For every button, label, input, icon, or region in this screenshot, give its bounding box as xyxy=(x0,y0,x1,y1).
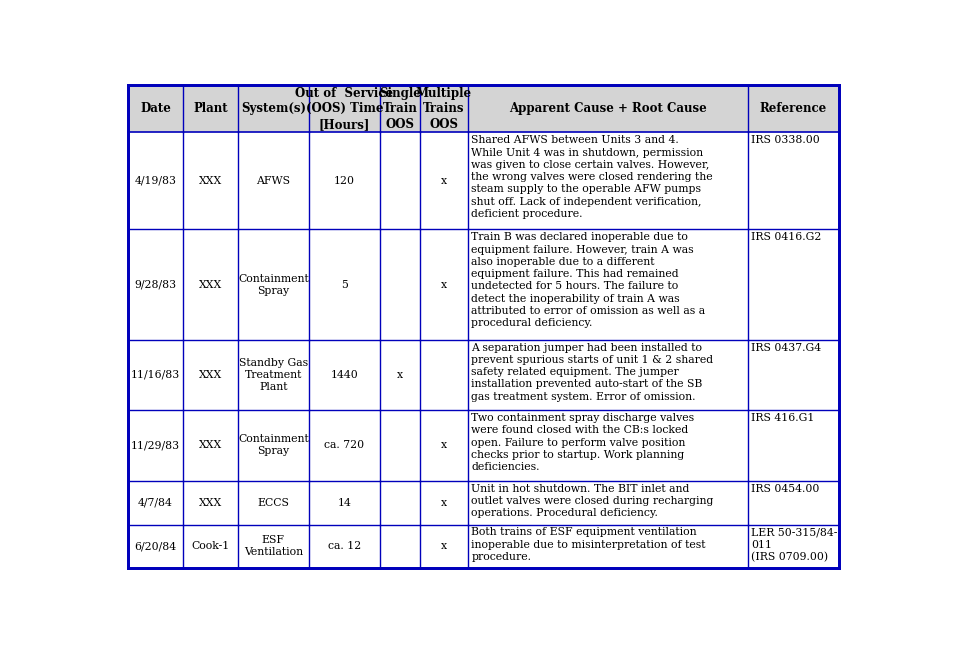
Text: x: x xyxy=(441,542,447,551)
Text: Standby Gas
Treatment
Plant: Standby Gas Treatment Plant xyxy=(239,358,307,392)
Text: 4/7/84: 4/7/84 xyxy=(138,498,173,508)
Text: Both trains of ESF equipment ventilation
inoperable due to misinterpretation of : Both trains of ESF equipment ventilation… xyxy=(471,527,706,562)
Text: 14: 14 xyxy=(338,498,351,508)
Text: x: x xyxy=(441,176,447,186)
Text: x: x xyxy=(397,370,403,380)
Text: Containment
Spray: Containment Spray xyxy=(238,434,308,456)
Text: Single
Train
OOS: Single Train OOS xyxy=(379,87,421,131)
Text: 120: 120 xyxy=(334,176,355,186)
Text: Out of  Service
(OOS) Time
[Hours]: Out of Service (OOS) Time [Hours] xyxy=(296,87,393,131)
Text: System(s): System(s) xyxy=(241,102,305,115)
Text: Date: Date xyxy=(140,102,171,115)
Text: 4/19/83: 4/19/83 xyxy=(135,176,177,186)
Text: IRS 0338.00: IRS 0338.00 xyxy=(752,135,820,146)
Text: XXX: XXX xyxy=(199,441,222,450)
Text: Apparent Cause + Root Cause: Apparent Cause + Root Cause xyxy=(508,102,707,115)
Text: IRS 0454.00: IRS 0454.00 xyxy=(752,484,820,494)
Text: ESF
Ventilation: ESF Ventilation xyxy=(244,536,303,558)
Text: ca. 720: ca. 720 xyxy=(324,441,364,450)
Text: Reference: Reference xyxy=(759,102,827,115)
Text: IRS 416.G1: IRS 416.G1 xyxy=(752,413,815,423)
Text: ca. 12: ca. 12 xyxy=(328,542,361,551)
Text: IRS 0416.G2: IRS 0416.G2 xyxy=(752,232,822,243)
Text: 5: 5 xyxy=(341,280,347,290)
Bar xyxy=(128,85,839,133)
Text: Containment
Spray: Containment Spray xyxy=(238,274,308,296)
Text: ECCS: ECCS xyxy=(258,498,289,508)
Text: 1440: 1440 xyxy=(331,370,358,380)
Text: A separation jumper had been installed to
prevent spurious starts of unit 1 & 2 : A separation jumper had been installed t… xyxy=(471,343,713,402)
Text: x: x xyxy=(441,498,447,508)
Text: x: x xyxy=(441,280,447,290)
Text: Shared AFWS between Units 3 and 4.
While Unit 4 was in shutdown, permission
was : Shared AFWS between Units 3 and 4. While… xyxy=(471,135,713,219)
Text: Multiple
Trains
OOS: Multiple Trains OOS xyxy=(416,87,472,131)
Text: 11/16/83: 11/16/83 xyxy=(131,370,181,380)
Text: XXX: XXX xyxy=(199,280,222,290)
Text: Train B was declared inoperable due to
equipment failure. However, train A was
a: Train B was declared inoperable due to e… xyxy=(471,232,706,328)
Text: x: x xyxy=(441,441,447,450)
Text: LER 50-315/84-
011
(IRS 0709.00): LER 50-315/84- 011 (IRS 0709.00) xyxy=(752,527,837,562)
Text: Unit in hot shutdown. The BIT inlet and
outlet valves were closed during recharg: Unit in hot shutdown. The BIT inlet and … xyxy=(471,484,713,518)
Text: IRS 0437.G4: IRS 0437.G4 xyxy=(752,343,822,353)
Text: Plant: Plant xyxy=(193,102,227,115)
Text: 9/28/83: 9/28/83 xyxy=(135,280,177,290)
Text: 6/20/84: 6/20/84 xyxy=(135,542,177,551)
Text: Cook-1: Cook-1 xyxy=(191,542,229,551)
Text: XXX: XXX xyxy=(199,498,222,508)
Text: XXX: XXX xyxy=(199,370,222,380)
Text: 11/29/83: 11/29/83 xyxy=(131,441,180,450)
Text: AFWS: AFWS xyxy=(257,176,290,186)
Text: Two containment spray discharge valves
were found closed with the CB:s locked
op: Two containment spray discharge valves w… xyxy=(471,413,695,472)
Text: XXX: XXX xyxy=(199,176,222,186)
